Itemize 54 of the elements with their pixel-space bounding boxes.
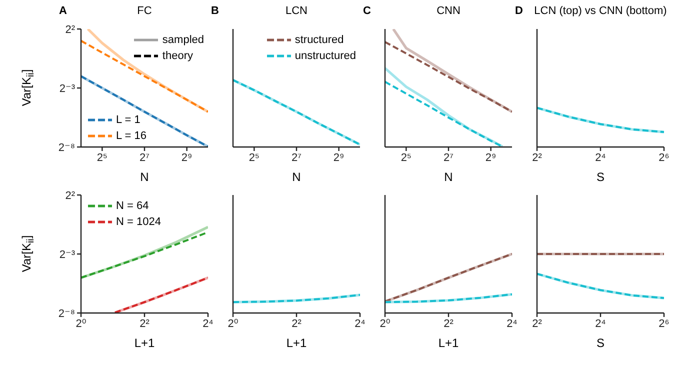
legend-label: L = 16	[116, 129, 146, 144]
text: B	[211, 5, 219, 17]
x-axis-title: N	[139, 170, 150, 184]
y-tick-label: 2⁻³	[59, 248, 76, 261]
x-tick-label: 2⁰	[76, 318, 87, 330]
y-tick-label: 2⁻⁸	[58, 308, 75, 320]
x-tick-label: 2⁹	[485, 152, 496, 164]
x-axis-title: N	[443, 170, 454, 184]
x-tick-label: 2⁷	[139, 152, 150, 164]
legend-label: unstructured	[294, 49, 356, 64]
x-axis-title: S	[595, 336, 606, 350]
x-axis-title: L+1	[285, 336, 308, 350]
legend-label: sampled	[162, 33, 204, 48]
x-tick-label: 2²	[292, 318, 302, 330]
legend-label: N = 64	[116, 199, 149, 214]
x-tick-label: 2²	[140, 318, 150, 330]
chart-title: CNN	[436, 5, 460, 17]
text: C	[363, 5, 371, 17]
legend-label: theory	[162, 49, 193, 64]
x-tick-label: 2⁴	[202, 318, 214, 330]
x-tick-label: 2⁷	[291, 152, 302, 164]
x-axis-title: L+1	[437, 336, 460, 350]
x-tick-label: 2⁶	[658, 318, 670, 330]
chart-title: LCN	[285, 5, 308, 17]
legend-label: structured	[294, 33, 344, 48]
x-tick-label: 2⁰	[228, 318, 239, 330]
x-tick-label: 2⁵	[400, 152, 412, 164]
x-tick-label: 2²	[532, 152, 542, 164]
x-tick-label: 2⁰	[380, 318, 391, 330]
x-tick-label: 2⁴	[506, 318, 518, 330]
x-tick-label: 2⁵	[96, 152, 108, 164]
chart-title: LCN (top) vs CNN (bottom)	[534, 5, 667, 17]
x-tick-label: 2⁷	[443, 152, 454, 164]
text: D	[515, 5, 523, 17]
x-tick-label: 2⁶	[658, 152, 670, 164]
x-tick-label: 2²	[444, 318, 454, 330]
x-tick-label: 2⁴	[595, 152, 606, 164]
x-tick-label: 2⁹	[181, 152, 192, 164]
chart-title: FC	[137, 5, 152, 17]
y-tick-label: 2⁻³	[59, 82, 76, 95]
x-axis-title: N	[291, 170, 302, 184]
x-tick-label: 2⁴	[354, 318, 366, 330]
x-axis-title: S	[595, 170, 606, 184]
legend-label: L = 1	[116, 113, 140, 128]
x-tick-label: 2⁴	[595, 318, 606, 330]
y-tick-label: 2²	[65, 190, 76, 202]
legend-label: N = 1024	[116, 215, 161, 230]
y-tick-label: 2⁻⁸	[58, 142, 75, 154]
x-tick-label: 2⁹	[333, 152, 344, 164]
x-tick-label: 2⁵	[248, 152, 260, 164]
x-axis-title: L+1	[133, 336, 156, 350]
y-tick-label: 2²	[65, 24, 76, 36]
text: A	[59, 5, 67, 17]
x-tick-label: 2²	[532, 318, 542, 330]
